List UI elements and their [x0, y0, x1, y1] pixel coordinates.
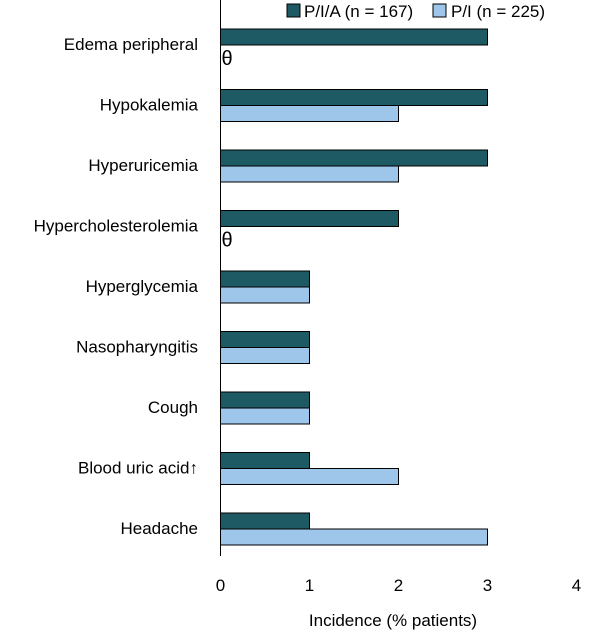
- x-tick-label: 4: [572, 576, 581, 595]
- x-axis-title: Incidence (% patients): [309, 611, 477, 630]
- bar-series-1-2: [220, 149, 488, 167]
- legend-swatch-2: [432, 3, 447, 18]
- bar-series-2-2: [220, 165, 399, 183]
- category-label: Nasopharyngitis: [76, 338, 198, 357]
- category-label: Edema peripheral: [64, 35, 198, 54]
- category-label: Hyperuricemia: [88, 156, 198, 175]
- bar-series-1-0: [220, 28, 488, 46]
- bar-series-1-5: [220, 331, 310, 348]
- legend: P/I/A (n = 167) P/I (n = 225): [286, 2, 545, 21]
- category-label: Cough: [148, 398, 198, 417]
- bar-series-1-8: [220, 512, 310, 530]
- legend-label-1: P/I/A (n = 167): [304, 2, 413, 21]
- bar-series-2-6: [220, 407, 310, 425]
- bar-series-2-5: [220, 347, 310, 364]
- x-tick-label: 0: [216, 576, 225, 595]
- bar-series-1-1: [220, 89, 488, 106]
- legend-label-2: P/I (n = 225): [451, 2, 545, 21]
- bar-series-1-7: [220, 452, 310, 469]
- x-tick-label: 3: [483, 576, 492, 595]
- category-labels: Edema peripheral Hypokalemia Hyperuricemia…: [34, 35, 199, 538]
- category-label: Blood uric acid↑: [78, 459, 198, 478]
- zero-value-marker: θ: [222, 230, 233, 252]
- category-label: Headache: [120, 519, 198, 538]
- bar-series-2-4: [220, 286, 310, 304]
- x-tick-label: 2: [394, 576, 403, 595]
- legend-swatch-1: [286, 3, 301, 18]
- category-label: Hyperglycemia: [86, 277, 199, 296]
- bars: θθ: [220, 28, 488, 546]
- bar-series-2-7: [220, 468, 399, 485]
- category-label: Hypercholesterolemia: [34, 217, 199, 236]
- bar-series-1-4: [220, 270, 310, 288]
- bar-series-2-8: [220, 528, 488, 546]
- zero-value-marker: θ: [222, 48, 233, 70]
- bar-series-1-3: [220, 210, 399, 227]
- bar-series-1-6: [220, 391, 310, 409]
- category-label: Hypokalemia: [100, 96, 199, 115]
- bar-series-2-1: [220, 105, 399, 122]
- x-tick-labels: 0 1 2 3 4: [216, 576, 581, 595]
- x-tick-label: 1: [305, 576, 314, 595]
